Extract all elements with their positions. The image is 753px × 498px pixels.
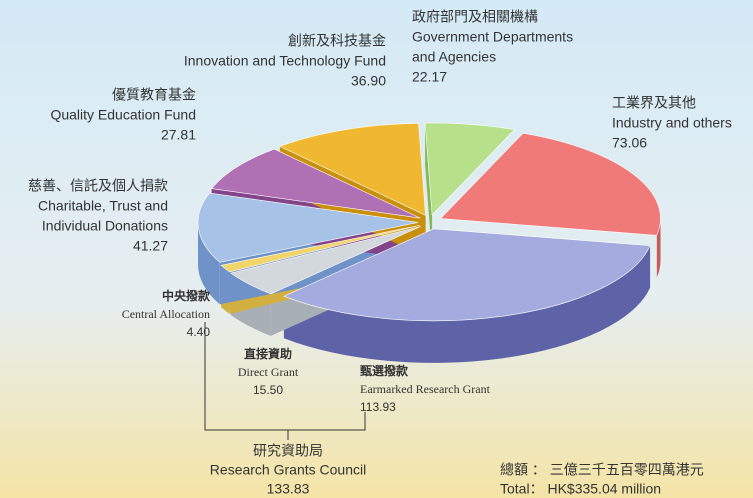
group-value: 133.83 (267, 481, 310, 497)
slice (283, 228, 651, 322)
slice (424, 122, 516, 216)
group-label-en: Research Grants Council (210, 462, 366, 478)
slice (230, 226, 421, 295)
label-en: Innovation and Technology Fund (184, 53, 386, 69)
value-label: 22.17 (412, 69, 447, 85)
slice-side (283, 245, 651, 363)
label-zh: 工業界及其他 (612, 95, 696, 111)
slice (220, 225, 420, 273)
label-en: Quality Education Fund (50, 107, 196, 123)
label-zh: 政府部門及相關機構 (412, 9, 538, 25)
slice (279, 123, 426, 216)
slice (197, 192, 419, 263)
value-label: 36.90 (351, 73, 386, 89)
label-en: Industry and others (612, 115, 732, 131)
label-en: Direct Grant (238, 365, 299, 379)
label-zh: 直接資助 (244, 346, 292, 361)
label-zh: 中央撥款 (162, 288, 211, 303)
value-label: 15.50 (253, 383, 283, 397)
slice (210, 148, 421, 219)
group-label-zh: 研究資助局 (253, 443, 323, 459)
label-en: Earmarked Research Grant (360, 382, 491, 396)
label-zh: 慈善、信託及個人捐款 (28, 178, 168, 194)
label-en: and Agencies (412, 49, 496, 65)
label-en: Government Departments (412, 29, 573, 45)
value-label: 113.93 (360, 400, 396, 414)
label-en: Central Allocation (122, 307, 210, 321)
value-label: 41.27 (133, 238, 168, 254)
label-zh: 甄選撥款 (360, 363, 409, 378)
value-label: 73.06 (612, 135, 647, 151)
group-bracket (204, 322, 366, 440)
slice (439, 132, 661, 236)
value-label: 27.81 (161, 127, 196, 143)
label-en: Individual Donations (42, 218, 168, 234)
total-en: Total： HK$335.04 million (500, 481, 661, 497)
slice-cut (425, 122, 433, 257)
total-zh: 總額 ： 三億三千五百零四萬港元 (500, 462, 704, 478)
label-en: Charitable, Trust and (38, 198, 168, 214)
label-zh: 優質教育基金 (112, 87, 196, 103)
label-zh: 創新及科技基金 (288, 33, 386, 49)
value-label: 4.40 (187, 325, 211, 339)
